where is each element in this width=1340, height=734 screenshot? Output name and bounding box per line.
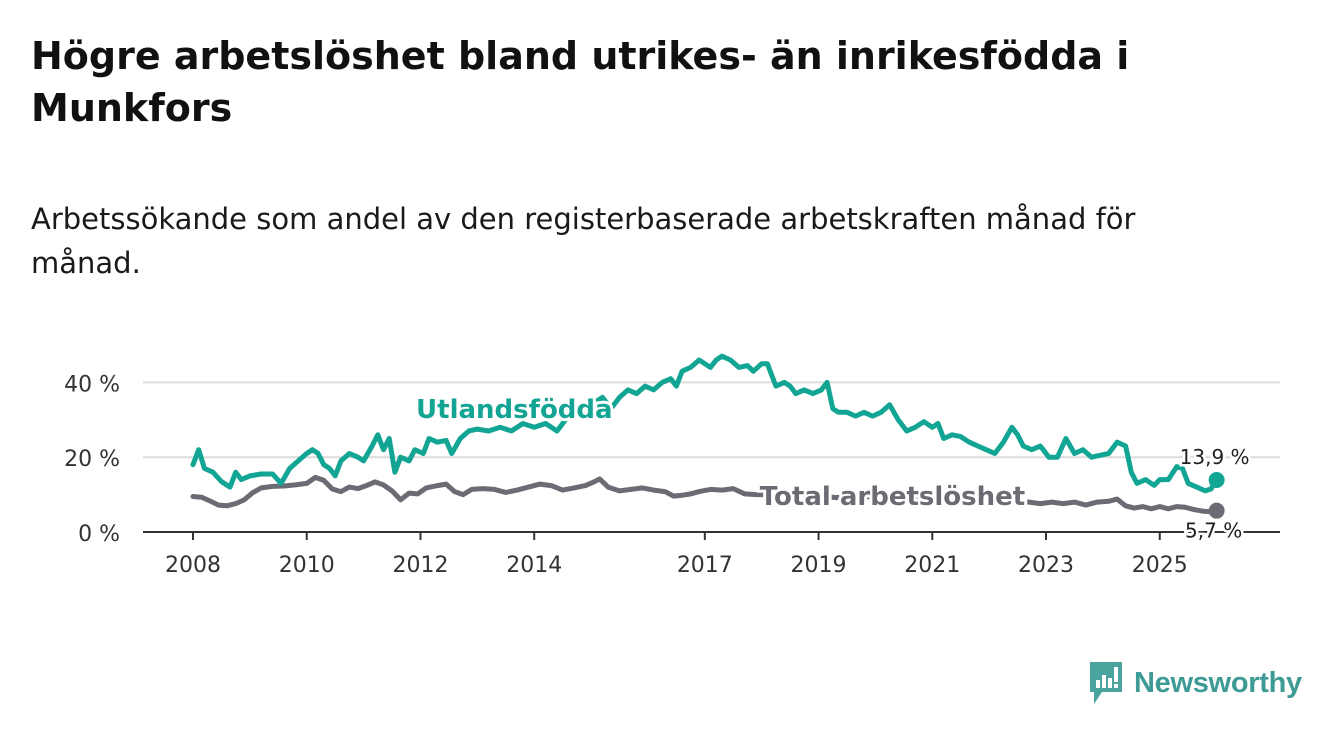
line-chart: 0 % 20 % 40 % 2008 2010 2012 2014 2017 2019 2021…	[64, 353, 1280, 578]
newsworthy-logo: Newsworthy	[1088, 660, 1302, 706]
series-end-point-0	[1208, 472, 1225, 489]
x-tick-label: 2019	[791, 553, 847, 578]
y-tick-label: 20 %	[64, 447, 120, 472]
x-tick-label: 2017	[677, 553, 733, 578]
newsworthy-logo-icon	[1090, 662, 1122, 704]
x-tick-label: 2025	[1132, 553, 1188, 578]
series-end-value-label: 13,9 %	[1180, 445, 1250, 469]
series-end-point-1	[1208, 502, 1225, 519]
series-end-value-label: 5,7 %	[1185, 519, 1242, 543]
chart-subtitle: Arbetssökande som andel av den registerb…	[31, 202, 1136, 280]
y-tick-label: 0 %	[78, 522, 120, 547]
x-tick-label: 2023	[1018, 553, 1074, 578]
series-lines	[190, 353, 1225, 519]
series-labels: Utlandsfödda Total arbetslöshet 13,9 % 5,7 …	[413, 392, 1252, 545]
series-line-1	[190, 474, 1220, 515]
brand-name: Newsworthy	[1134, 666, 1302, 699]
y-tick-labels: 0 % 20 % 40 %	[64, 372, 120, 547]
x-tick-label: 2012	[392, 553, 448, 578]
page-title: Högre arbetslöshet bland utrikes- än inr…	[31, 34, 1130, 130]
x-tick-label: 2008	[165, 553, 221, 578]
x-tick-labels: 2008 2010 2012 2014 2017 2019 2021 2023 2025	[165, 532, 1188, 578]
x-tick-label: 2014	[506, 553, 562, 578]
x-tick-label: 2010	[279, 553, 335, 578]
series-line-0	[190, 353, 1220, 494]
gridlines	[143, 381, 1280, 459]
x-tick-label: 2021	[904, 553, 960, 578]
series-name-label: Total arbetslöshet	[760, 482, 1025, 512]
series-name-label: Utlandsfödda	[416, 395, 613, 425]
y-tick-label: 40 %	[64, 372, 120, 397]
